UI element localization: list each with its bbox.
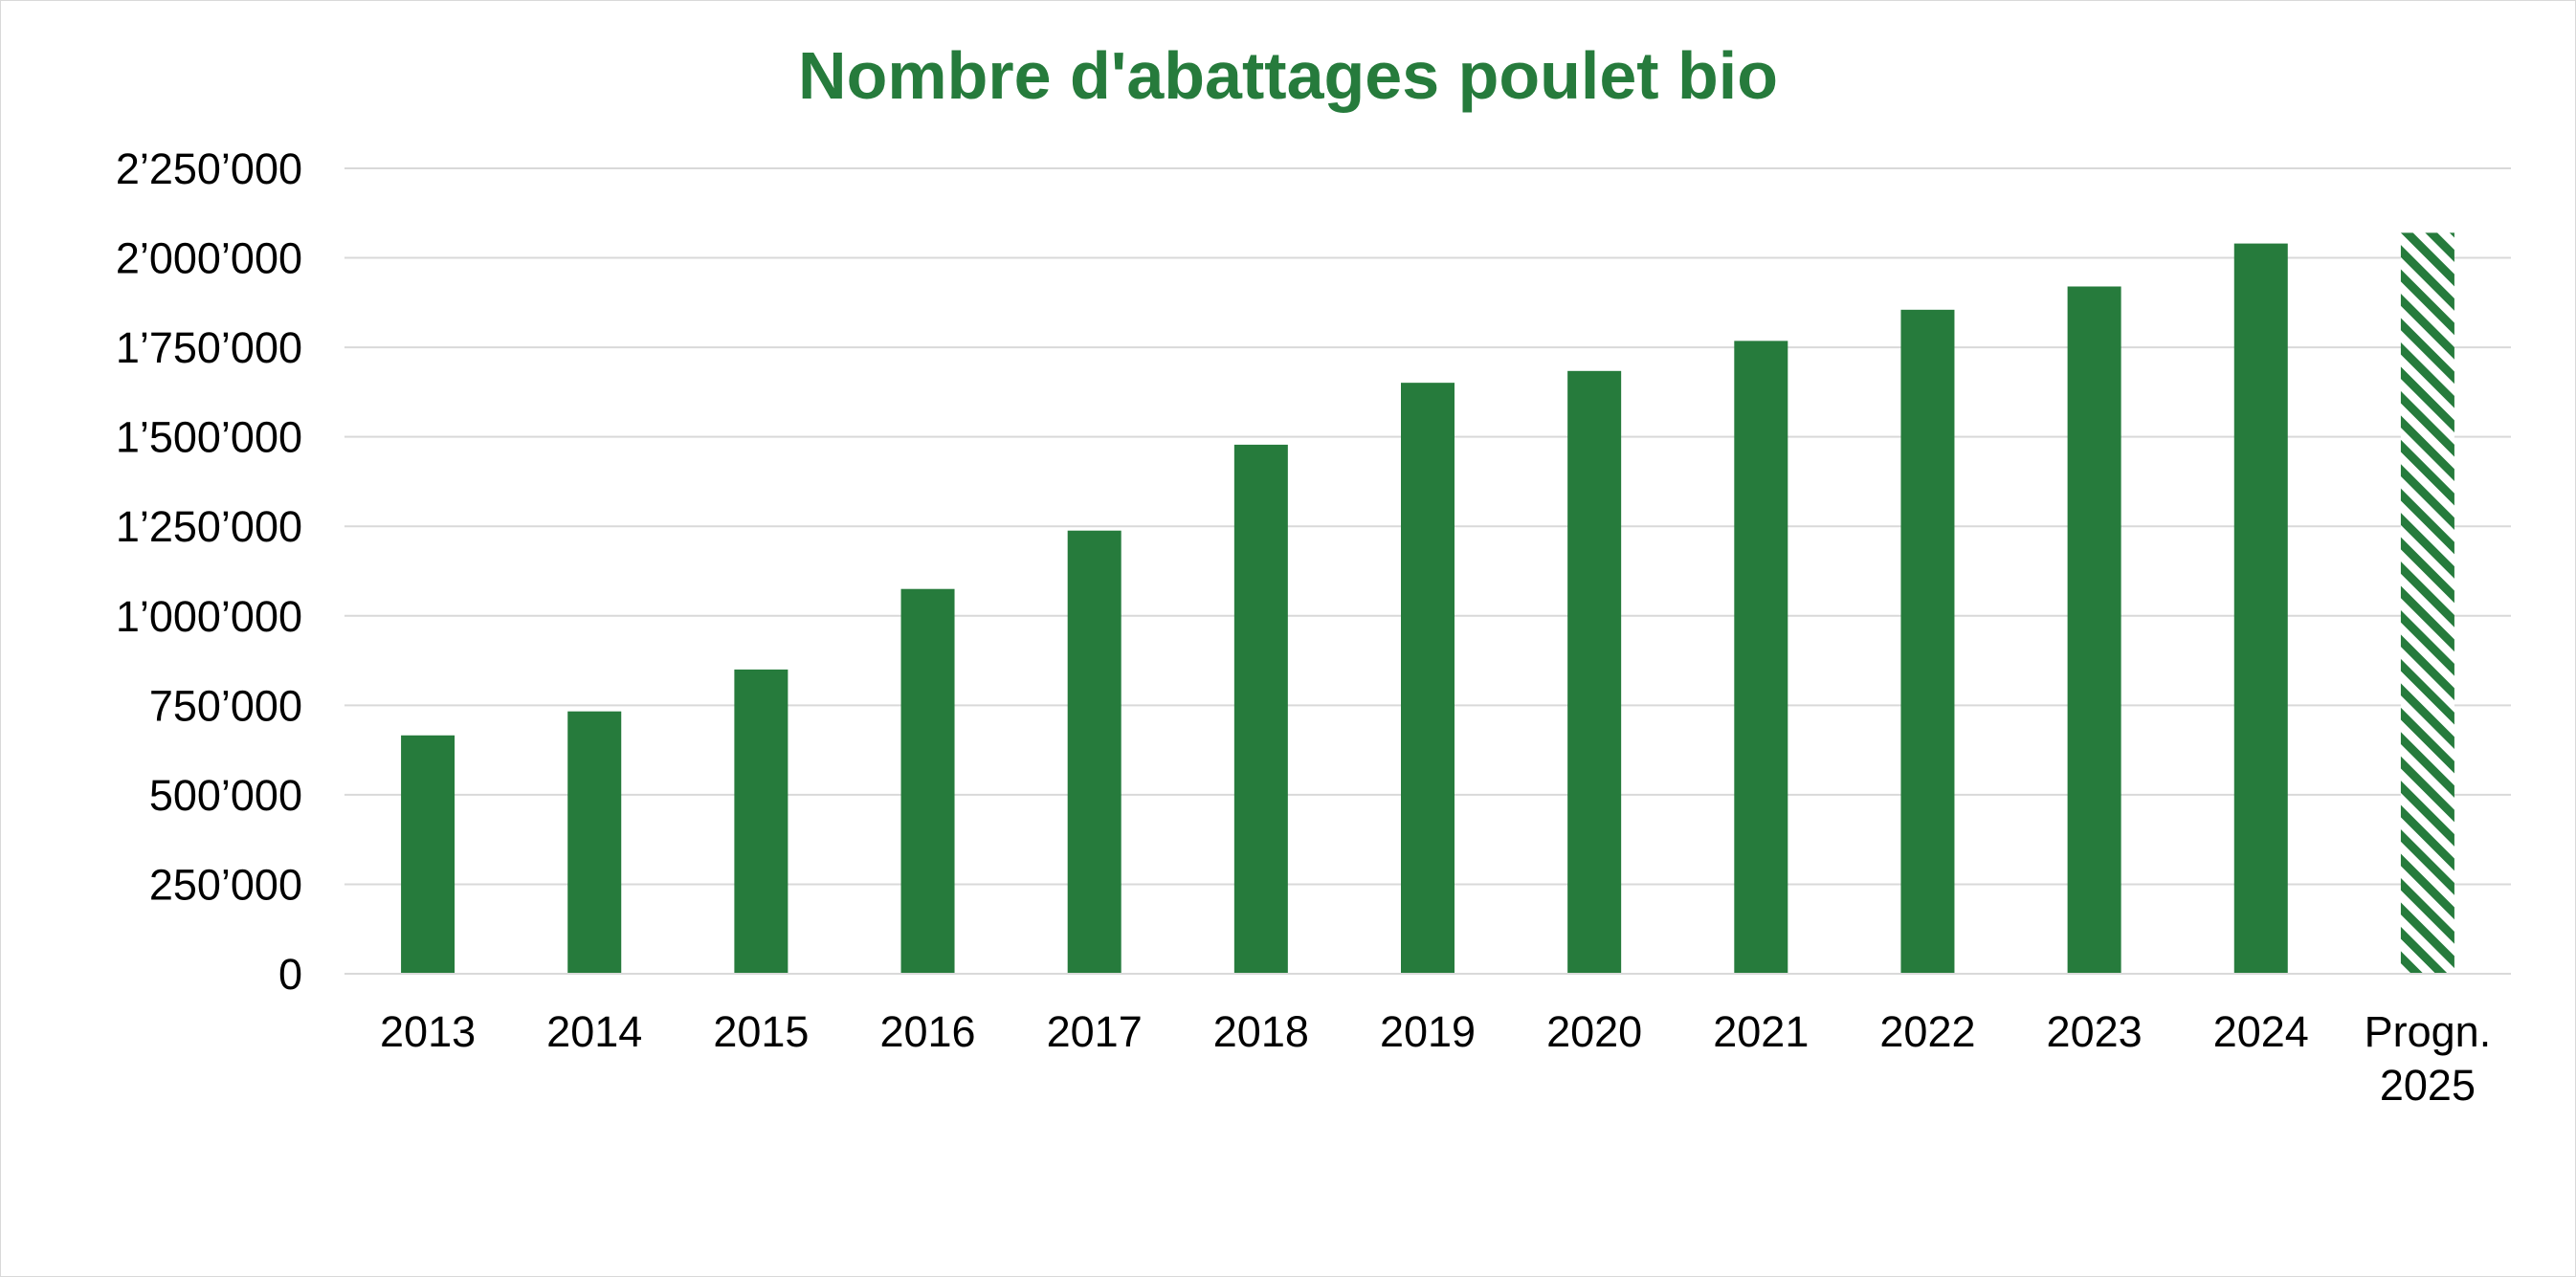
y-tick-label: 2’250’000 <box>116 144 302 193</box>
bar <box>1900 309 1955 975</box>
y-tick-label: 500’000 <box>149 771 302 820</box>
y-tick-label: 1’750’000 <box>116 323 302 372</box>
x-tick-label: 2017 <box>1047 1007 1143 1056</box>
chart-title: Nombre d'abattages poulet bio <box>798 38 1778 113</box>
x-tick-label: 2016 <box>879 1007 975 1056</box>
x-tick-label: 2018 <box>1213 1007 1309 1056</box>
bar <box>1233 444 1288 975</box>
bar <box>1567 370 1622 974</box>
bar <box>2233 243 2288 974</box>
bar <box>734 669 788 974</box>
y-tick-label: 1’500’000 <box>116 413 302 462</box>
bar <box>567 711 622 974</box>
y-tick-label: 0 <box>278 950 302 999</box>
bar-forecast <box>2400 232 2454 975</box>
x-tick-label: 2022 <box>1879 1007 1975 1056</box>
bar <box>1401 383 1455 974</box>
y-tick-label: 250’000 <box>149 860 302 909</box>
y-tick-label: 750’000 <box>149 681 302 730</box>
y-tick-label: 2’000’000 <box>116 234 302 283</box>
x-tick-label: Progn. 2025 <box>2365 1007 2492 1110</box>
bar <box>2067 286 2121 974</box>
bar <box>1734 341 1788 974</box>
y-tick-label: 1’250’000 <box>116 502 302 551</box>
x-axis-tick-labels: 2013 2014 2015 2016 2017 2018 2019 2020 2021 2022… <box>380 1007 2491 1110</box>
y-axis-tick-labels: 0 250’000 500’000 750’000 1’000’000 1’250’000… <box>116 144 302 999</box>
bar <box>900 588 955 974</box>
bars <box>401 232 2454 975</box>
x-tick-label: 2014 <box>546 1007 642 1056</box>
x-tick-label: 2021 <box>1713 1007 1809 1056</box>
bar <box>1067 530 1121 974</box>
x-tick-label: 2019 <box>1380 1007 1476 1056</box>
x-tick-label: 2020 <box>1546 1007 1642 1056</box>
x-tick-label: 2024 <box>2213 1007 2309 1056</box>
bar <box>401 735 455 974</box>
x-tick-label: 2015 <box>713 1007 809 1056</box>
x-tick-label: 2013 <box>380 1007 476 1056</box>
x-tick-label: 2023 <box>2047 1007 2143 1056</box>
y-tick-label: 1’000’000 <box>116 592 302 641</box>
